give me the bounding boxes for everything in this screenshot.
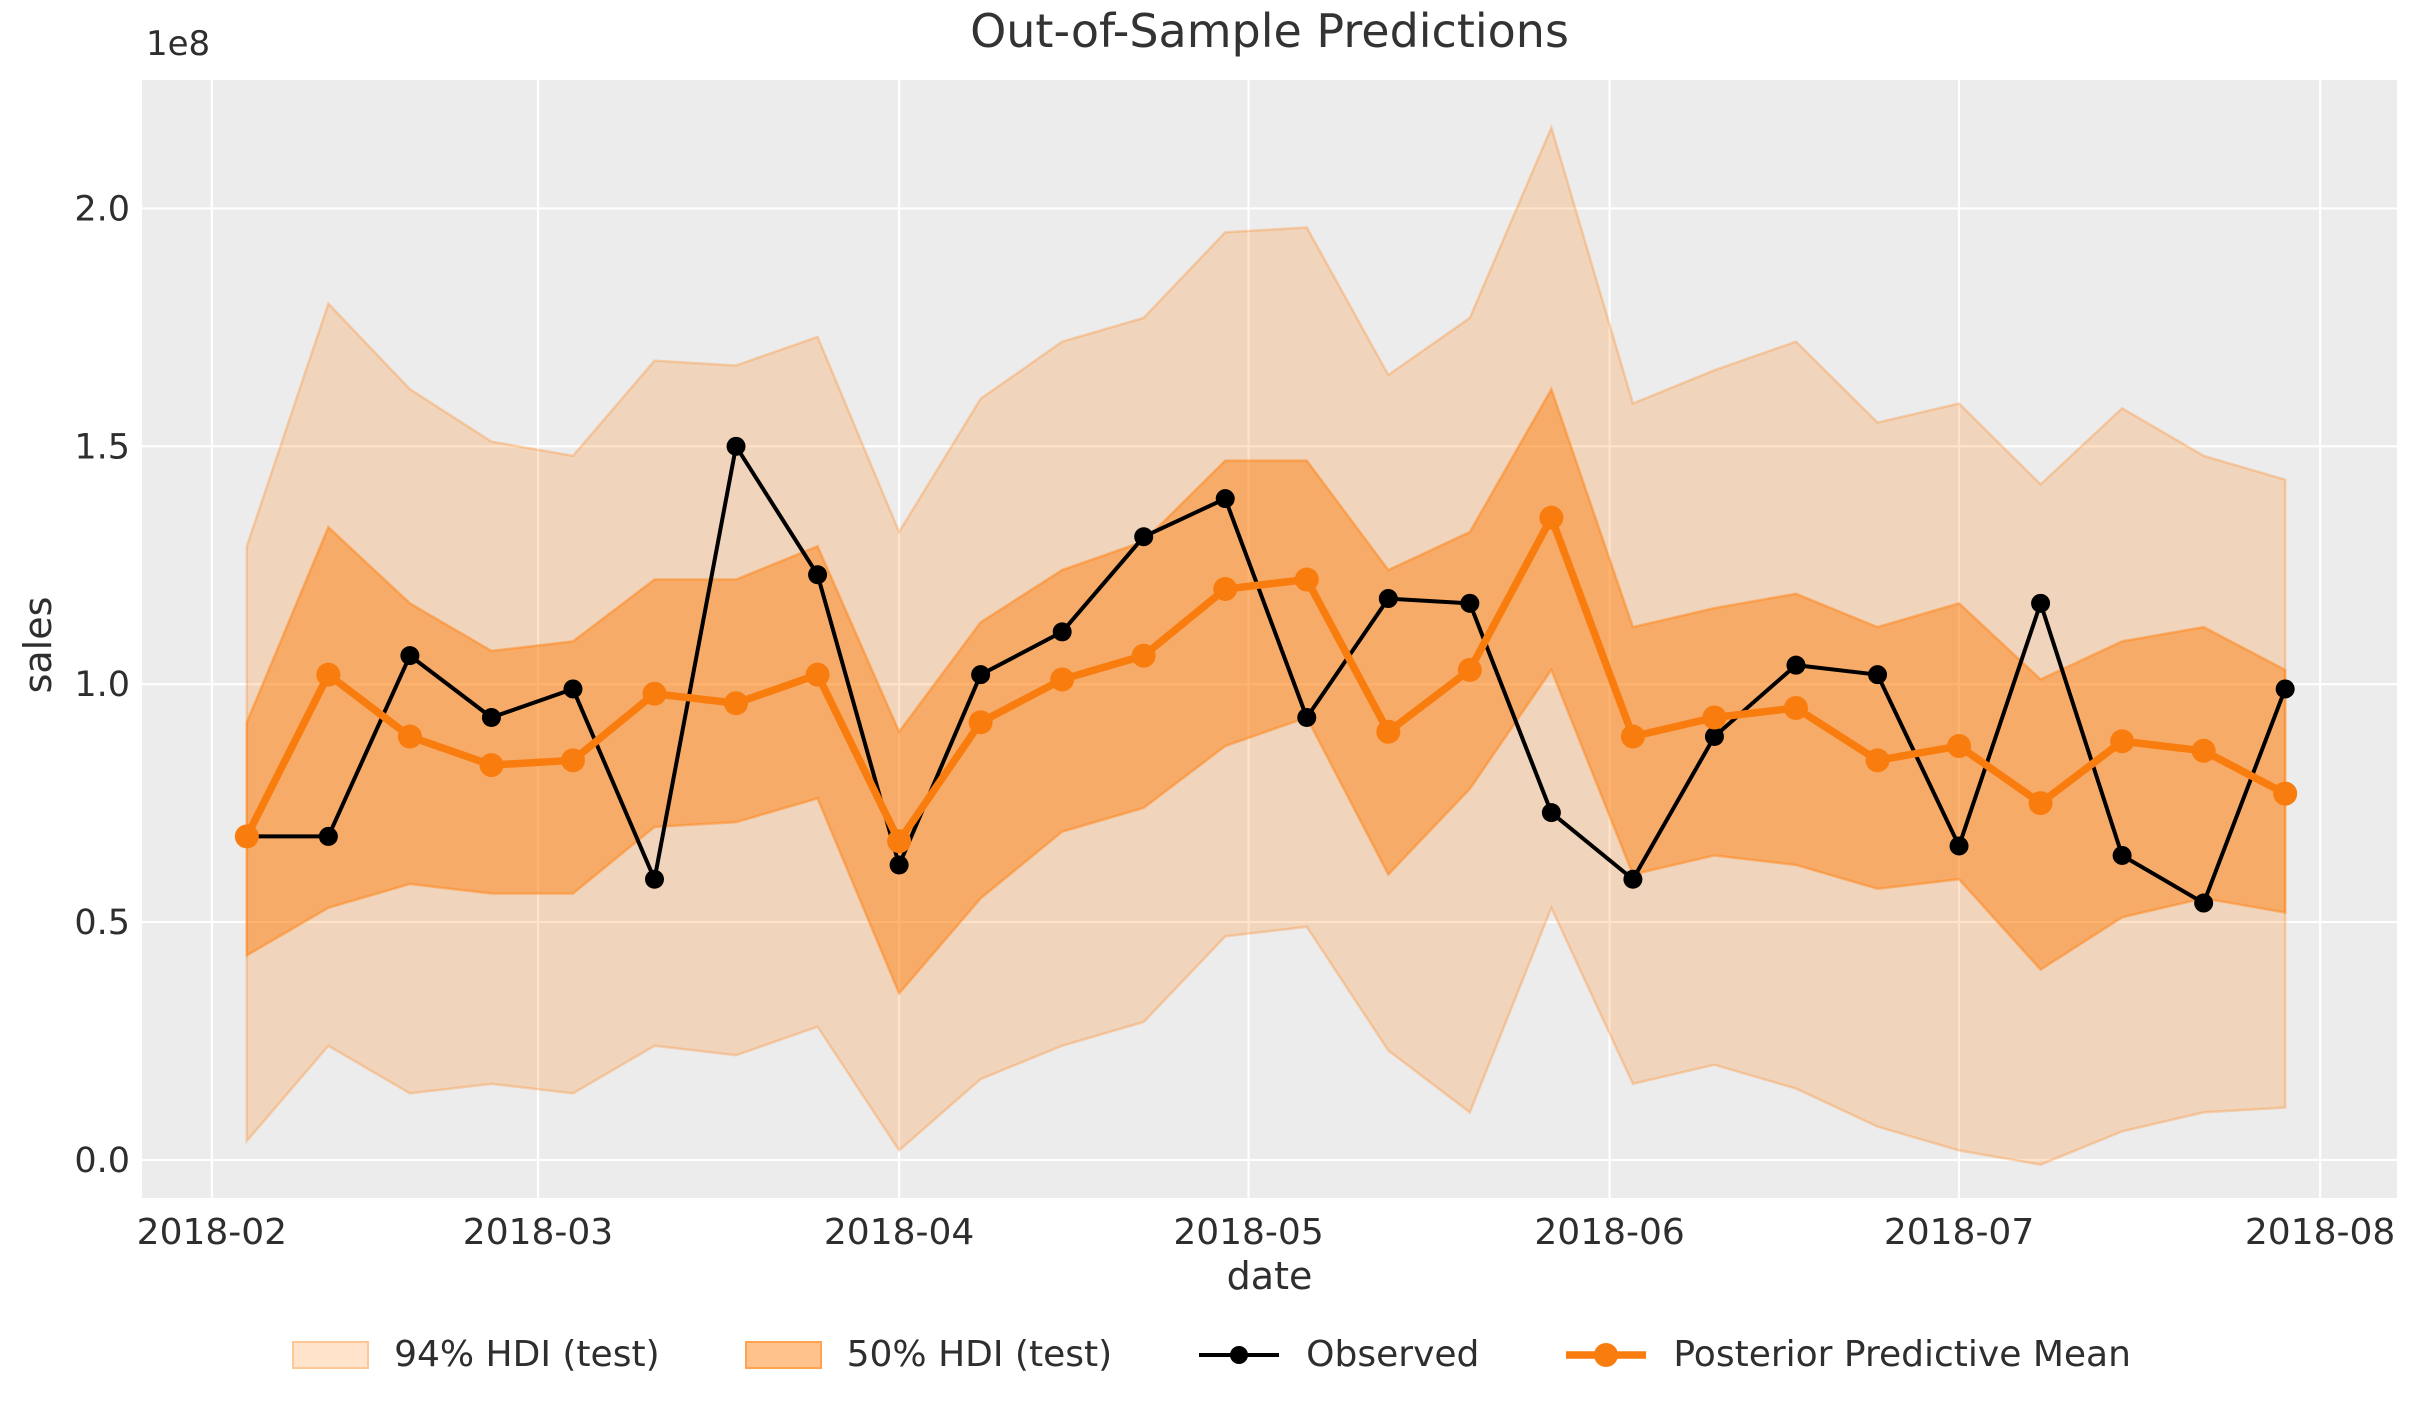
x-axis-label: date [1226,1254,1313,1298]
posterior-mean-point [1702,705,1727,730]
posterior-mean-point [1050,667,1075,692]
y-tick-label: 0.5 [74,903,130,943]
posterior-mean-point [1947,734,1972,759]
posterior-mean-point [397,724,422,749]
observed-point [1704,727,1724,747]
posterior-mean-point [479,753,504,778]
plot-area [142,80,2397,1198]
observed-point [1786,655,1806,675]
observed-point [2031,593,2051,613]
legend-item: 50% HDI (test) [744,1334,1113,1375]
posterior-mean-point [724,691,749,716]
observed-point [808,565,828,585]
observed-point [563,679,583,699]
posterior-mean-point [2028,791,2053,816]
posterior-mean-point [2273,781,2298,806]
observed-point [1541,803,1561,823]
posterior-mean-point [1539,505,1564,530]
posterior-mean-point [1457,657,1482,682]
y-tick-label: 1.5 [74,427,130,467]
posterior-mean-point [234,824,259,849]
observed-point [1052,622,1072,642]
observed-point [889,855,909,875]
legend-label: 50% HDI (test) [846,1334,1113,1375]
y-axis-offset-label: 1e8 [146,24,211,64]
posterior-mean-point [1865,748,1890,773]
hdi94-band [245,123,2287,1166]
observed-point [2275,679,2295,699]
x-tick-label: 2018-06 [1534,1212,1684,1253]
posterior-mean-point [1783,695,1808,720]
observed-point [1134,527,1154,547]
legend-label: 94% HDI (test) [394,1334,660,1375]
posterior-mean-point [1131,643,1156,668]
observed-line [246,444,2288,906]
posterior-mean-point [2110,729,2135,754]
observed-point [2112,845,2132,865]
x-tick-label: 2018-05 [1173,1212,1323,1253]
legend-item: 94% HDI (test) [292,1334,660,1375]
posterior-mean-point [968,710,993,735]
observed-point [1460,593,1480,613]
observed-point [1868,665,1888,685]
posterior-mean-point [1376,719,1401,744]
posterior-mean-point [805,662,830,687]
posterior-mean-line [243,513,2287,845]
hdi94-swatch [292,1340,370,1369]
posterior-mean-point [316,662,341,687]
x-tick-label: 2018-03 [463,1212,613,1253]
observed-swatch [1199,1345,1280,1364]
legend-label: Observed [1306,1334,1480,1375]
x-tick-label: 2018-02 [137,1212,287,1253]
posterior-mean-point [642,681,667,706]
posterior-mean-point [887,829,912,854]
posterior-mean-swatch [1566,1342,1647,1367]
observed-point [1378,589,1398,609]
observed-point [400,646,420,666]
observed-point [971,665,991,685]
observed-point [481,707,501,727]
hdi50-swatch [744,1340,822,1369]
observed-point [318,826,338,846]
observed-point [1297,707,1317,727]
chart-title: Out-of-Sample Predictions [970,4,1569,58]
observed-point [1949,836,1969,856]
y-tick-label: 2.0 [74,189,130,229]
x-tick-label: 2018-08 [2245,1212,2395,1253]
posterior-mean-point [1294,567,1319,592]
posterior-mean-point [1620,724,1645,749]
legend: 94% HDI (test) 50% HDI (test) Observed Post… [0,1334,2423,1375]
legend-label: Posterior Predictive Mean [1673,1334,2131,1375]
y-tick-label: 1.0 [74,665,130,705]
observed-point [645,869,664,889]
observed-point [1623,869,1643,889]
observed-point [726,436,746,456]
x-tick-label: 2018-04 [824,1212,974,1253]
observed-point [1215,489,1235,509]
y-tick-label: 0.0 [74,1141,130,1181]
legend-item: Observed [1197,1334,1479,1375]
x-tick-label: 2018-07 [1884,1212,2034,1253]
posterior-mean-point [560,748,585,773]
y-axis-label: sales [16,596,60,694]
hdi50-band [245,386,2287,996]
legend-item: Posterior Predictive Mean [1564,1334,2131,1375]
posterior-mean-point [1213,577,1238,602]
observed-point [2194,893,2214,913]
posterior-mean-point [2191,738,2216,763]
